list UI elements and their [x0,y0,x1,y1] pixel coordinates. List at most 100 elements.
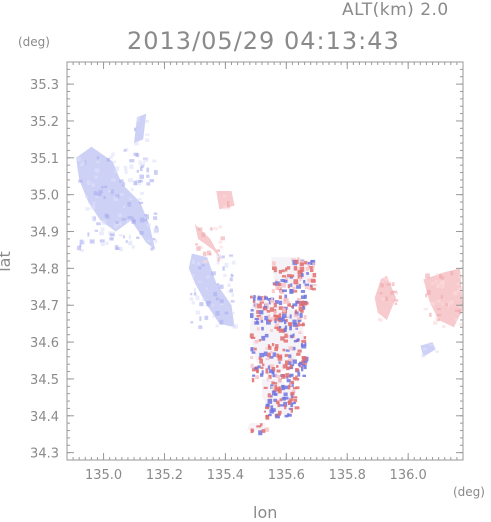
echo-speckle [149,179,155,183]
echo-speckle [298,331,302,334]
echo-speckle [82,160,86,165]
echo-speckle [308,264,311,269]
echo-speckle [93,191,97,196]
echo-speckle [285,300,290,304]
echo-speckle [264,427,270,432]
echo-speckle [98,189,103,194]
echo-speckle [128,241,131,246]
echo-speckle [297,270,302,274]
echo-speckle [278,269,282,274]
echo-speckle [258,430,263,436]
echo-speckle [154,170,158,175]
echo-speckle [201,232,206,238]
echo-speckle [386,283,391,286]
echo-speckle [269,364,274,369]
echo-speckle [219,245,223,249]
echo-speckle [283,327,287,333]
echo-speckle [287,413,290,417]
echo-speckle [107,189,112,192]
echo-speckle [268,319,272,323]
echo-speckle [192,273,195,279]
echo-speckle [264,302,269,306]
echo-speckle [436,299,441,303]
echo-speckle [233,324,238,329]
y-tick-label: 34.5 [30,373,59,388]
echo-speckle [128,178,133,183]
echo-speckle [127,202,132,207]
echo-speckle [267,393,271,398]
echo-speckle [266,319,271,325]
echo-speckle [210,227,213,231]
timestamp-title: 2013/05/29 04:13:43 [127,27,400,55]
echo-speckle [219,319,224,325]
echo-speckle [211,271,216,276]
echo-speckle [145,138,150,142]
echo-speckle [278,295,282,300]
echo-speckle [290,334,294,339]
echo-speckle [270,350,273,354]
echo-speckle [395,292,398,295]
echo-speckle [292,286,296,291]
echo-speckle [275,344,279,349]
echo-speckle [259,301,264,304]
echo-speckle [297,349,302,353]
echo-speckle [423,308,429,311]
echo-speckle [304,283,310,286]
echo-speckle [229,254,233,257]
echo-speckle [195,310,201,315]
echo-speckle [267,352,271,358]
echo-speckle [275,300,279,304]
echo-speckle [284,316,289,319]
echo-speckle [215,297,219,301]
echo-speckle [250,363,254,369]
echo-speckle [278,410,282,414]
echo-speckle [131,245,135,249]
echo-speckle [291,346,296,351]
echo-speckle [222,266,225,271]
echo-speckle [139,174,144,179]
echo-speckle [114,170,117,174]
y-tick-label: 35.2 [30,115,59,130]
echo-speckle [290,402,294,408]
echo-speckle [136,179,139,184]
echo-region-4 [216,191,235,210]
echo-speckle [101,219,107,225]
echo-speckle [297,274,303,279]
echo-speckle [290,364,293,369]
echo-speckle [287,400,292,404]
echo-speckle [261,370,264,375]
y-tick-label: 34.8 [30,262,59,277]
echo-speckle [204,315,209,320]
echo-region-3 [188,253,235,328]
echo-speckle [103,196,106,200]
echo-speckle [250,295,253,299]
echo-speckle [261,326,264,331]
echo-speckle [394,302,398,305]
echo-speckle [217,257,220,262]
echo-speckle [256,310,259,314]
echo-speckle [197,227,203,231]
echo-speckle [281,385,286,391]
echo-speckle [379,292,383,295]
echo-speckle [114,245,119,250]
echo-speckle [143,219,147,222]
echo-speckle [268,413,272,417]
echo-speckle [260,423,263,426]
echo-speckle [287,303,291,307]
echo-speckle [128,234,131,240]
echo-speckle [227,290,231,293]
echo-speckle [279,398,283,402]
echo-speckle [292,377,296,380]
echo-speckle [78,179,83,183]
echo-speckle [274,318,279,321]
echo-speckle [422,347,428,351]
echo-speckle [227,201,230,206]
echo-speckle [227,283,231,287]
echo-speckle [212,315,215,318]
echo-speckle [146,223,151,227]
echo-speckle [303,360,308,363]
echo-speckle [272,352,277,357]
echo-speckle [250,309,254,312]
echo-speckle [275,400,280,405]
echo-speckle [297,372,301,377]
